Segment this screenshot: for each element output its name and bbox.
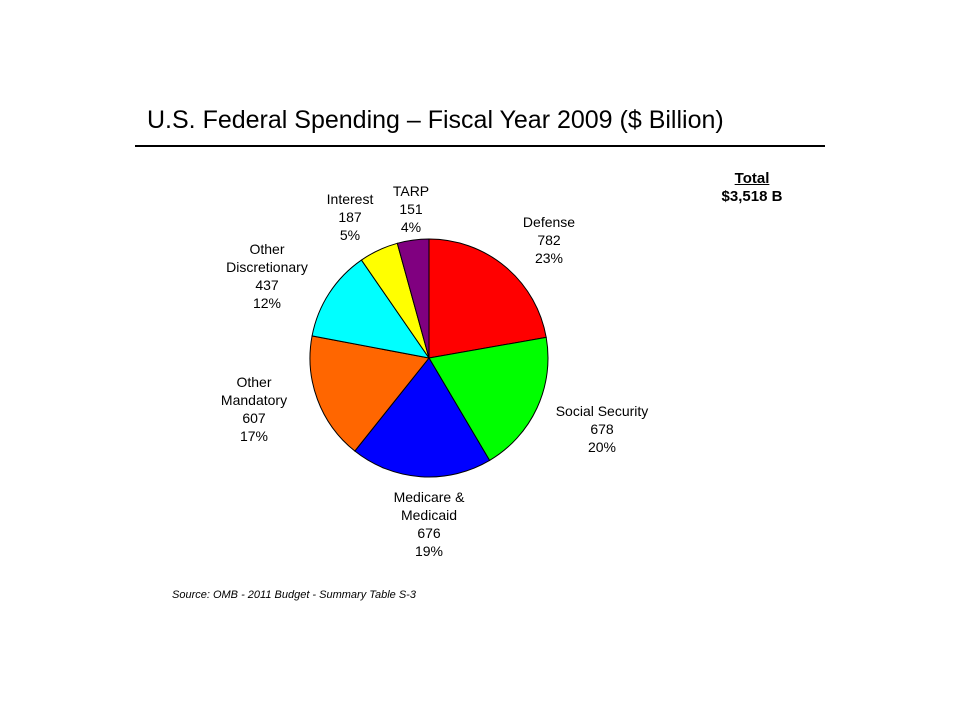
total-value: $3,518 B <box>721 188 783 205</box>
pie-slice-tarp <box>396 238 430 359</box>
label-other-discretionary-name-2: Discretionary <box>226 259 308 275</box>
total-label: Total <box>734 170 770 187</box>
source-note: Source: OMB - 2011 Budget - Summary Tabl… <box>172 589 416 601</box>
title-divider <box>135 145 825 147</box>
label-medicare-medicaid: Medicare & Medicaid 676 19% <box>381 488 477 560</box>
label-medicare-medicaid-percent: 19% <box>414 543 444 559</box>
label-tarp-percent: 4% <box>400 219 422 235</box>
label-medicare-medicaid-value: 676 <box>417 525 441 541</box>
label-other-mandatory-percent: 17% <box>239 428 269 444</box>
label-medicare-medicaid-name-1: Medicare & <box>393 489 465 505</box>
label-defense-percent: 23% <box>534 250 564 266</box>
label-defense-name: Defense <box>522 214 576 230</box>
label-social-security: Social Security 678 20% <box>548 402 656 456</box>
pie-slice-other-discretionary <box>311 259 431 359</box>
total-box: Total $3,518 B <box>700 170 804 206</box>
chart-title: U.S. Federal Spending – Fiscal Year 2009… <box>147 106 724 134</box>
label-other-mandatory: Other Mandatory 607 17% <box>211 373 297 445</box>
label-other-mandatory-value: 607 <box>242 410 266 426</box>
label-other-mandatory-name-1: Other <box>236 374 272 390</box>
label-social-security-name: Social Security <box>555 403 649 419</box>
label-interest: Interest 187 5% <box>318 190 382 244</box>
label-defense: Defense 782 23% <box>507 213 591 267</box>
label-tarp-name: TARP <box>392 183 430 199</box>
label-interest-percent: 5% <box>339 227 361 243</box>
label-social-security-value: 678 <box>590 421 614 437</box>
label-medicare-medicaid-name-2: Medicaid <box>400 507 458 523</box>
label-other-discretionary-name-1: Other <box>249 241 285 257</box>
label-other-mandatory-name-2: Mandatory <box>220 392 288 408</box>
label-other-discretionary-value: 437 <box>255 277 279 293</box>
label-tarp-value: 151 <box>399 201 423 217</box>
label-defense-value: 782 <box>537 232 561 248</box>
label-social-security-percent: 20% <box>587 439 617 455</box>
label-other-discretionary-percent: 12% <box>252 295 282 311</box>
pie-slice-other-mandatory <box>309 335 430 452</box>
label-other-discretionary: Other Discretionary 437 12% <box>216 240 318 312</box>
pie-slice-defense <box>428 238 547 359</box>
label-interest-name: Interest <box>326 191 374 207</box>
label-tarp: TARP 151 4% <box>383 182 439 236</box>
pie-slice-social-security <box>428 336 549 462</box>
label-interest-value: 187 <box>338 209 362 225</box>
pie-slice-medicare-medicaid <box>354 357 491 478</box>
